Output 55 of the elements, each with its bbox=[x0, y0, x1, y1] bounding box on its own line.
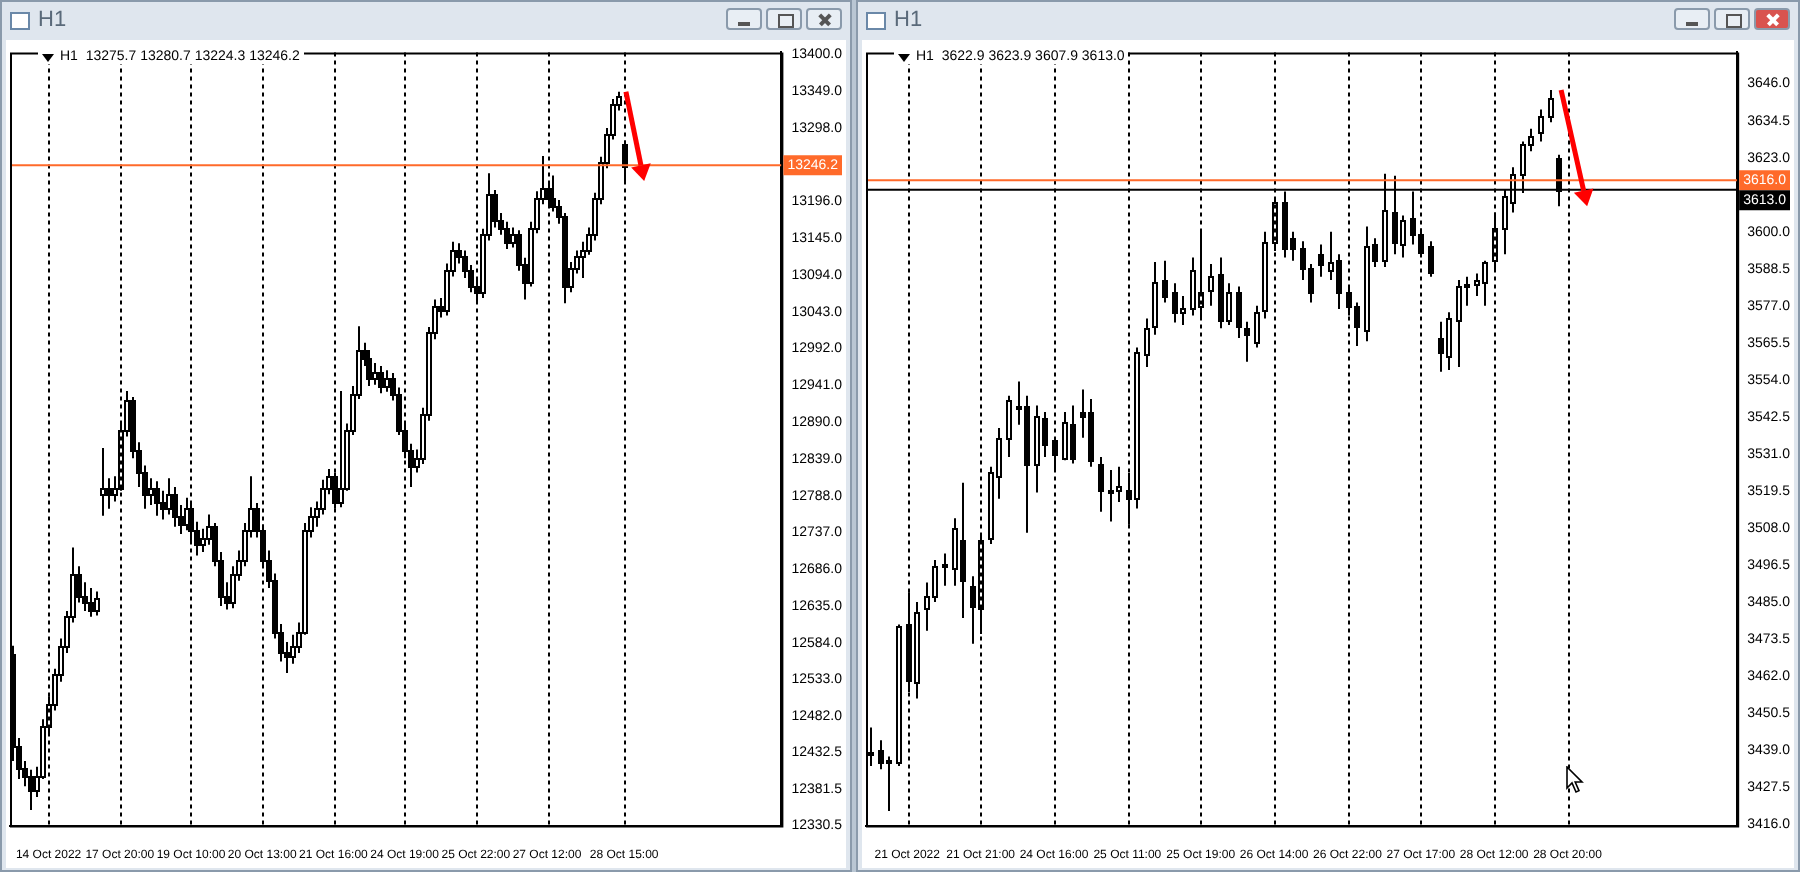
candlestick bbox=[492, 188, 498, 229]
candlestick bbox=[1190, 256, 1196, 317]
candlestick bbox=[100, 447, 106, 517]
candlestick bbox=[1152, 260, 1158, 336]
candlestick bbox=[1070, 404, 1076, 465]
candlestick bbox=[878, 739, 884, 771]
candlestick bbox=[154, 480, 160, 517]
candlestick bbox=[1108, 468, 1114, 523]
candlestick bbox=[160, 489, 166, 521]
candlestick bbox=[1236, 285, 1242, 339]
candlestick bbox=[960, 481, 966, 619]
candlestick bbox=[172, 486, 178, 528]
candlestick bbox=[372, 361, 378, 386]
candlestick bbox=[1438, 320, 1444, 373]
candlestick bbox=[932, 559, 938, 603]
candlestick bbox=[378, 364, 384, 395]
candlestick bbox=[1244, 320, 1250, 363]
candlestick bbox=[1218, 256, 1224, 330]
candlestick bbox=[1254, 304, 1260, 349]
candlestick bbox=[1428, 240, 1434, 278]
candlestick bbox=[384, 369, 390, 393]
candlestick bbox=[1116, 465, 1122, 504]
chart-title: H1 bbox=[894, 8, 923, 32]
candlestick bbox=[1456, 278, 1462, 368]
candlestick bbox=[942, 552, 948, 587]
candlestick bbox=[1172, 282, 1178, 324]
candlestick bbox=[1400, 214, 1406, 259]
candlestick bbox=[886, 755, 892, 813]
candlestick bbox=[366, 349, 372, 388]
candlestick bbox=[1062, 410, 1068, 462]
candlestick bbox=[1088, 398, 1094, 468]
candlestick bbox=[1034, 404, 1040, 494]
candlestick bbox=[28, 768, 34, 812]
chart-title: H1 bbox=[38, 8, 67, 32]
candlestick bbox=[1162, 259, 1168, 304]
candlestick bbox=[166, 477, 172, 516]
candlestick bbox=[952, 517, 958, 587]
candlestick bbox=[1538, 108, 1544, 143]
candlestick bbox=[1098, 456, 1104, 513]
candlestick bbox=[1042, 410, 1048, 459]
candlestick bbox=[1482, 259, 1488, 307]
candlestick bbox=[88, 586, 94, 618]
candlestick bbox=[148, 477, 154, 507]
candlestick bbox=[1548, 89, 1554, 124]
candlestick bbox=[1180, 295, 1186, 327]
candlestick bbox=[1208, 262, 1214, 307]
candlestick bbox=[1226, 282, 1232, 327]
candlestick bbox=[1144, 317, 1150, 368]
candlestick bbox=[1446, 311, 1452, 372]
candlestick bbox=[106, 477, 112, 510]
candlestick bbox=[1318, 243, 1324, 278]
candlestick bbox=[1006, 394, 1012, 459]
candlestick bbox=[504, 220, 510, 251]
candlestick bbox=[1336, 253, 1342, 310]
candlestick bbox=[94, 590, 100, 617]
